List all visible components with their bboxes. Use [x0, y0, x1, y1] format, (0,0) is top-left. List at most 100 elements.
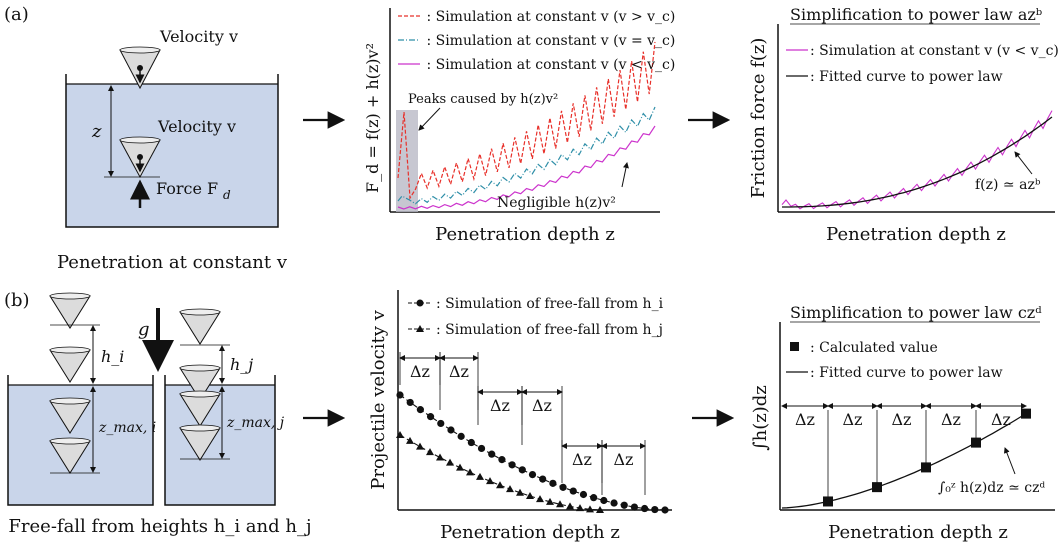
cone-rim	[179, 364, 221, 372]
ann-peaks-arrow	[418, 107, 441, 131]
point-hi	[426, 413, 435, 421]
point-hi	[498, 456, 506, 464]
delta-z-label: Δz	[490, 396, 510, 415]
ann-fit-a: f(z) ≃ azᵇ	[975, 177, 1041, 193]
point-hi	[610, 499, 618, 507]
point-hi	[457, 432, 465, 440]
cone-rim	[179, 390, 221, 398]
ann-fit-b-arrow	[1003, 447, 1016, 475]
point-hi	[590, 494, 598, 502]
tank-wall-j	[164, 375, 276, 506]
point-hj	[566, 502, 574, 510]
velocity-mid-label: Velocity v	[157, 117, 236, 136]
point-hj	[586, 505, 594, 513]
legend-marker-calc	[790, 342, 799, 351]
series-v-eq-vc	[397, 106, 656, 205]
h-i-label: h_i	[101, 347, 124, 366]
point-calculated	[872, 482, 882, 493]
cone-mid-dot	[137, 154, 143, 160]
point-hi	[579, 490, 588, 499]
delta-z-label: Δz	[843, 410, 863, 429]
schematic-b: h_i z_max, i h_j z_max, j g Free-fall fr…	[7, 292, 312, 537]
series-friction-fit	[782, 116, 1053, 208]
point-hj	[396, 431, 404, 438]
point-hj	[486, 477, 494, 485]
legend-fit-b: : Fitted curve to power law	[810, 365, 1003, 381]
point-hj	[416, 442, 424, 450]
plot-a-middle: : Simulation at constant v (v > v_c) : S…	[363, 8, 675, 245]
point-hi	[437, 419, 445, 428]
point-hi	[600, 496, 608, 505]
point-calculated	[971, 437, 981, 448]
schematic-a: Velocity v Velocity v z Force F d Penetr…	[57, 27, 288, 273]
velocity-top-label: Velocity v	[159, 27, 238, 46]
point-hj	[536, 495, 544, 503]
series-integral-fit	[781, 412, 1028, 509]
legend-fit-a: : Fitted curve to power law	[810, 69, 1003, 85]
legend-marker-hi	[416, 299, 424, 307]
ann-fit-b: ∫₀ᶻ h(z)dz ≃ czᵈ	[938, 480, 1045, 496]
force-label: Force F	[156, 179, 218, 198]
point-hi	[661, 506, 669, 514]
series-v-lt-vc	[397, 125, 656, 210]
cone	[49, 295, 91, 329]
point-hi	[508, 461, 516, 469]
cone-rim	[49, 437, 91, 445]
point-hi	[477, 444, 486, 453]
point-hi	[447, 426, 455, 434]
panel-b-label: (b)	[4, 290, 30, 311]
cone-top-dot	[137, 65, 143, 71]
points-free-fall-hj	[396, 431, 604, 513]
h-j-label: h_j	[230, 355, 253, 374]
plot-a-mid-ylabel: F_d = f(z) + h(z)v²	[363, 43, 382, 193]
point-hj	[406, 436, 414, 444]
point-hj	[446, 458, 454, 466]
delta-z-intervals: Δz Δz Δz Δz Δz Δz	[399, 352, 646, 495]
point-hi	[539, 475, 547, 483]
ann-peaks: Peaks caused by h(z)v²	[408, 92, 558, 107]
plot-a-right: Simplification to power law azᵇ : Simula…	[748, 5, 1059, 245]
point-hj	[456, 463, 464, 471]
delta-z-label: Δz	[614, 450, 634, 469]
zmax-j-label: z_max, j	[226, 415, 285, 431]
cone-rim	[49, 397, 91, 405]
fluid-tank-a	[66, 84, 278, 227]
point-hi	[406, 398, 414, 407]
point-hi	[549, 479, 557, 487]
delta-z-label: Δz	[941, 410, 961, 429]
tank-wall-i	[7, 375, 154, 506]
plot-b-right-title: Simplification to power law czᵈ	[790, 303, 1042, 322]
point-hj	[576, 504, 584, 512]
force-subscript: d	[223, 188, 231, 202]
legend-hi: : Simulation of free-fall from h_i	[436, 296, 664, 312]
point-hj	[556, 500, 564, 508]
point-hi	[630, 503, 639, 511]
legend-calc: : Calculated value	[810, 340, 938, 356]
point-hi	[518, 466, 526, 474]
point-hi	[559, 483, 567, 491]
point-hj	[526, 492, 534, 500]
legend-sim-a: : Simulation at constant v (v < v_c)	[810, 43, 1059, 59]
plot-b-mid-ylabel: Projectile velocity v	[368, 309, 389, 489]
delta-z-label: Δz	[532, 396, 552, 415]
plot-a-right-title: Simplification to power law azᵇ	[790, 5, 1042, 24]
legend-red: : Simulation at constant v (v > v_c)	[422, 9, 675, 25]
delta-z-label: Δz	[410, 362, 430, 381]
point-hj	[596, 506, 604, 513]
points-free-fall-hi	[396, 391, 669, 514]
cone	[179, 311, 221, 345]
point-hi	[467, 438, 475, 447]
point-calculated	[921, 462, 931, 473]
legend-hj: : Simulation of free-fall from h_j	[436, 322, 663, 338]
plot-b-mid-xlabel: Penetration depth z	[440, 522, 620, 543]
caption-b: Free-fall from heights h_i and h_j	[8, 516, 311, 537]
point-hj	[516, 488, 524, 496]
caption-a: Penetration at constant v	[57, 252, 288, 273]
legend-teal: : Simulation at constant v (v = v_c)	[422, 33, 675, 49]
point-hi	[641, 504, 649, 513]
point-hj	[476, 472, 484, 480]
point-hi	[416, 406, 424, 414]
point-hj	[496, 481, 504, 489]
legend-marker-hj	[416, 325, 424, 332]
